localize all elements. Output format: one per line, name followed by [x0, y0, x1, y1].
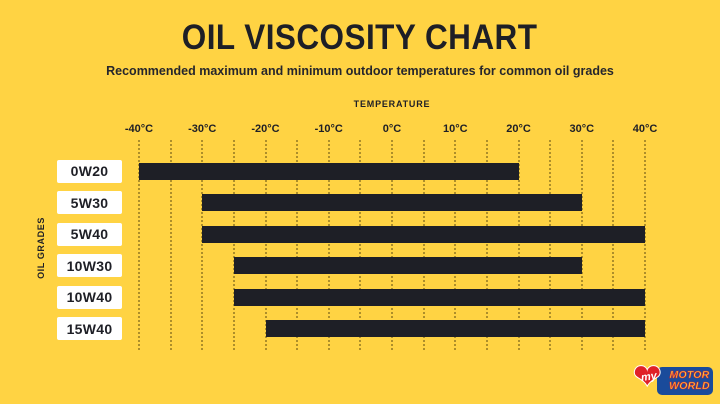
gridline [359, 140, 362, 350]
grade-label-0w20: 0W20 [57, 159, 122, 183]
x-tick-label: 10°C [442, 123, 468, 135]
gridline [644, 140, 646, 350]
plot-area [138, 140, 646, 350]
gridline [296, 140, 299, 350]
x-tick-label: 30°C [569, 123, 595, 135]
range-bar-5w40 [202, 225, 645, 243]
gridline [327, 140, 330, 350]
gridline [454, 140, 457, 350]
grade-label-5w30: 5W30 [57, 191, 122, 214]
page-title: OIL VISCOSITY CHART [0, 20, 720, 55]
y-axis-title: OIL GRADES [36, 217, 46, 279]
range-bar-10w30 [233, 257, 582, 274]
gridline [169, 140, 172, 350]
page-subtitle: Recommended maximum and minimum outdoor … [106, 64, 614, 78]
gridline [264, 140, 267, 350]
heart-text: my [640, 369, 658, 385]
grade-label-10w30: 10W30 [57, 254, 122, 277]
gridline [232, 140, 235, 350]
x-tick-label: 40°C [632, 123, 658, 135]
x-tick-label: -30°C [188, 123, 217, 135]
x-axis-title: TEMPERATURE [353, 99, 431, 109]
logo-box: MOTOR WORLD [657, 367, 713, 395]
gridline [201, 140, 204, 350]
motor-world-logo: MOTOR WORLD ❤ my [632, 358, 713, 399]
range-bar-0w20 [139, 162, 519, 180]
gridline [422, 140, 425, 350]
heart-glyph: ❤ [632, 358, 662, 397]
x-axis-ticks: -40°C -30°C -20°C -10°C 0°C 10°C 20°C 30°C 40°C [125, 123, 657, 139]
gridline [517, 140, 520, 350]
page-title-text: OIL VISCOSITY CHART [182, 18, 538, 57]
x-tick-label: -10°C [314, 123, 343, 135]
gridline [138, 140, 140, 350]
gridline [549, 140, 552, 350]
gridline [391, 140, 393, 350]
grade-label-15w40: 15W40 [57, 317, 122, 340]
x-tick-label: 0°C [382, 123, 402, 135]
gridline [485, 140, 488, 350]
grade-label-5w40: 5W40 [57, 222, 122, 246]
range-bar-5w30 [202, 194, 582, 211]
grade-label-10w40: 10W40 [57, 285, 122, 309]
gridline [612, 140, 615, 350]
heart-icon: ❤ my [632, 358, 669, 399]
logo-name-line2: WORLD [669, 380, 710, 392]
logo-name-line1: MOTOR [669, 369, 710, 381]
gridline [580, 140, 583, 350]
range-bar-10w40 [233, 288, 645, 306]
x-tick-label: -20°C [251, 123, 280, 135]
range-bar-15w40 [265, 320, 645, 337]
x-tick-label: 20°C [506, 123, 531, 135]
x-tick-label: -40°C [124, 123, 154, 135]
